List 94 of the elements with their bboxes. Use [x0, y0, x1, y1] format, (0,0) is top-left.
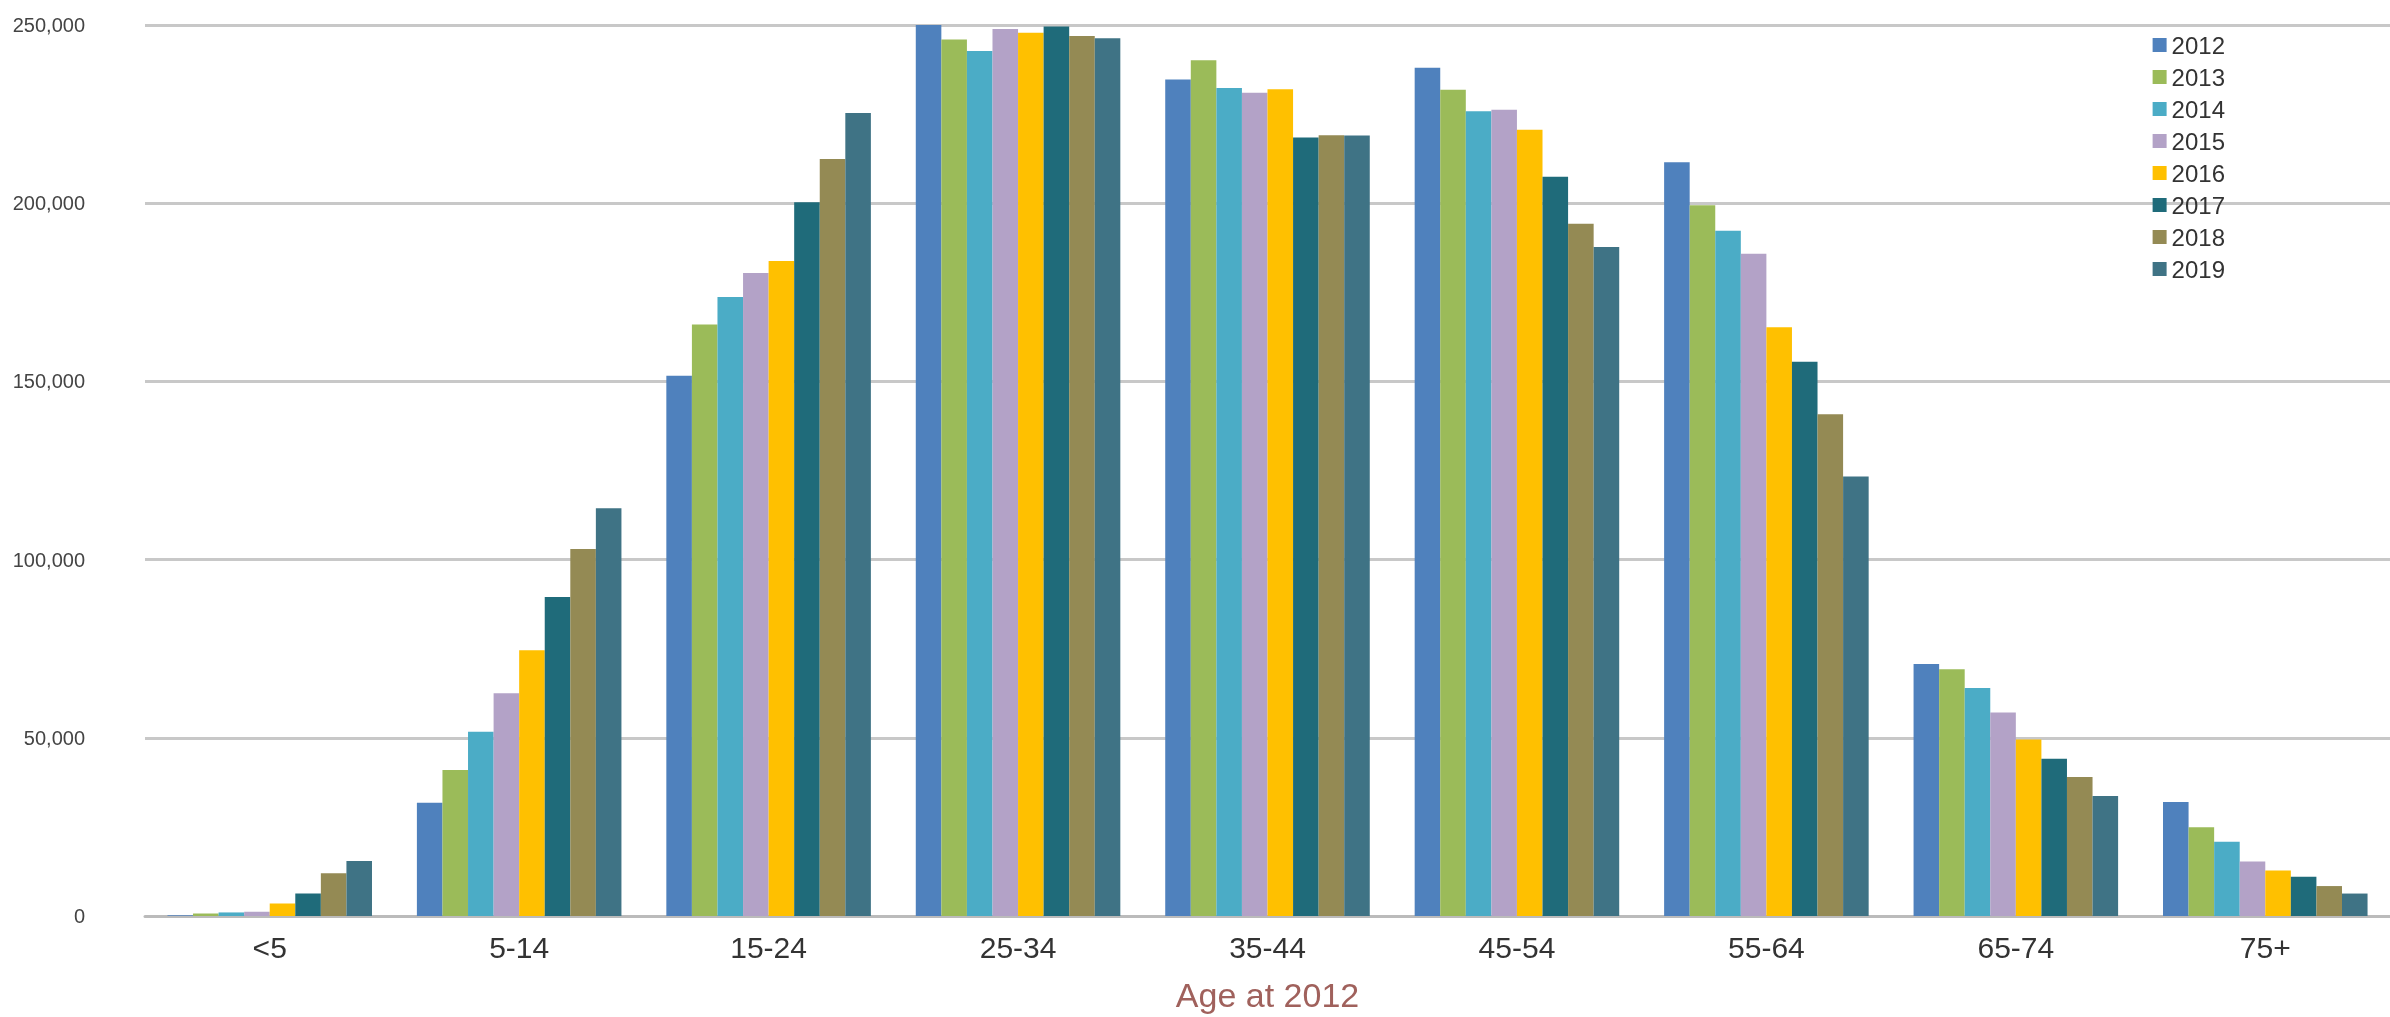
- y-tick-label: 250,000: [12, 14, 85, 36]
- bar: [1440, 89, 1466, 916]
- bar: [1414, 67, 1441, 916]
- legend-label: 2015: [2171, 127, 2225, 155]
- bar: [1018, 32, 1044, 916]
- x-axis-title: Age at 2012: [1175, 976, 1360, 1014]
- bar: [2188, 827, 2215, 916]
- bar: [218, 912, 245, 916]
- x-tick-label: 15-24: [730, 930, 807, 964]
- legend-label: 2019: [2171, 255, 2225, 283]
- bar: [570, 548, 596, 916]
- x-tick-label: 65-74: [1977, 930, 2055, 964]
- bar: [1593, 247, 1620, 916]
- bar: [1344, 135, 1370, 916]
- bar: [1165, 79, 1191, 916]
- bar: [1791, 361, 1818, 916]
- bar: [2214, 841, 2240, 916]
- bar: [1465, 111, 1492, 916]
- bar: [1913, 664, 1940, 916]
- bar: [442, 769, 469, 916]
- bar: [346, 861, 372, 916]
- bar: [743, 273, 769, 916]
- bar: [269, 903, 296, 916]
- x-tick-label: 75+: [2239, 930, 2291, 964]
- bar: [992, 28, 1019, 916]
- x-tick-label: 5-14: [489, 930, 550, 964]
- bar: [2239, 861, 2266, 916]
- bar: [845, 113, 871, 916]
- bar: [941, 39, 967, 916]
- y-tick-label: 100,000: [12, 548, 85, 571]
- bar: [544, 597, 571, 916]
- bar: [1990, 712, 2016, 916]
- bar: [595, 508, 622, 916]
- bar: [1293, 137, 1319, 916]
- y-tick-label: 200,000: [12, 192, 85, 215]
- bar: [2092, 795, 2119, 916]
- bar: [2341, 893, 2368, 916]
- bar: [2316, 886, 2342, 916]
- bar: [519, 650, 545, 916]
- bar: [1939, 669, 1965, 916]
- bar: [320, 873, 347, 916]
- bar: [2265, 870, 2291, 916]
- bar: [244, 911, 270, 916]
- bar: [1542, 176, 1569, 916]
- bar: [1766, 327, 1792, 916]
- bar: [1216, 88, 1242, 916]
- bar: [1094, 38, 1121, 916]
- bar: [1318, 135, 1345, 916]
- bar: [1267, 89, 1294, 916]
- legend-label: 2017: [2171, 191, 2225, 219]
- bar: [1964, 687, 1991, 916]
- bar: [2163, 801, 2189, 916]
- x-tick-label: 55-64: [1728, 930, 1805, 964]
- bar: [717, 296, 744, 916]
- bar: [468, 731, 494, 916]
- bar: [1568, 223, 1594, 916]
- legend-label: 2014: [2171, 95, 2225, 123]
- legend-label: 2016: [2171, 159, 2225, 187]
- bar: [1689, 205, 1716, 916]
- bar: [1069, 36, 1095, 916]
- bar: [1241, 92, 1268, 916]
- bar: [1664, 162, 1690, 916]
- bar: [493, 693, 520, 916]
- bar: [768, 260, 795, 916]
- bar: [1715, 230, 1741, 916]
- bar: [295, 893, 321, 916]
- legend-label: 2018: [2171, 223, 2225, 251]
- bar: [819, 159, 846, 916]
- legend-label: 2013: [2171, 63, 2225, 91]
- bar: [2015, 739, 2042, 916]
- y-tick-label: 150,000: [12, 370, 85, 393]
- y-tick-label: 50,000: [23, 726, 85, 749]
- bar: [966, 51, 993, 916]
- legend-label: 2012: [2171, 31, 2225, 59]
- bar: [2290, 876, 2317, 916]
- y-tick-label: 0: [73, 905, 85, 927]
- bar: [915, 25, 942, 916]
- bar: [691, 324, 718, 916]
- bar: [1043, 26, 1070, 916]
- x-tick-label: 25-34: [979, 930, 1057, 964]
- bar: [2041, 758, 2067, 916]
- x-tick-label: <5: [252, 930, 287, 964]
- bar: [1190, 60, 1217, 916]
- x-tick-label: 35-44: [1229, 930, 1306, 964]
- bar: [794, 202, 820, 916]
- bar: [416, 802, 443, 916]
- bar: [1516, 129, 1543, 916]
- bar: [1843, 476, 1869, 916]
- bar: [1491, 109, 1517, 916]
- x-tick-label: 45-54: [1478, 930, 1556, 964]
- bar: [666, 375, 692, 916]
- bar: [2066, 777, 2093, 916]
- bar: [1740, 253, 1767, 916]
- bar: [1817, 414, 1844, 916]
